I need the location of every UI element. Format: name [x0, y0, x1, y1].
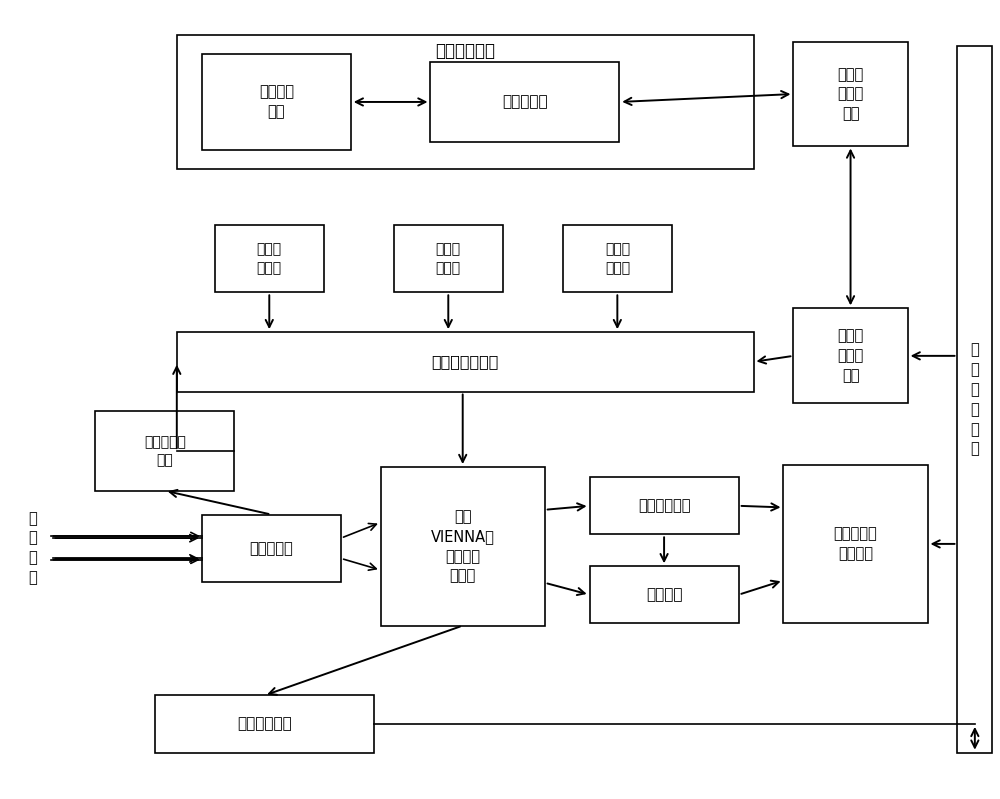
FancyBboxPatch shape — [381, 467, 545, 626]
FancyBboxPatch shape — [215, 225, 324, 292]
FancyBboxPatch shape — [590, 566, 739, 623]
FancyBboxPatch shape — [793, 42, 908, 145]
Text: 故障检测模块: 故障检测模块 — [237, 717, 292, 732]
FancyBboxPatch shape — [783, 464, 928, 623]
FancyBboxPatch shape — [793, 308, 908, 403]
Text: 外部监控模块: 外部监控模块 — [435, 42, 495, 61]
FancyBboxPatch shape — [155, 695, 374, 753]
Text: 第一无
线收发
装置: 第一无 线收发 装置 — [837, 328, 864, 384]
FancyBboxPatch shape — [590, 477, 739, 535]
Text: 第二无
线收发
装置: 第二无 线收发 装置 — [837, 67, 864, 121]
FancyBboxPatch shape — [957, 46, 992, 753]
Text: 旋转整流控制器: 旋转整流控制器 — [432, 354, 499, 369]
FancyBboxPatch shape — [202, 54, 351, 149]
Text: 同步电动机
励磁绕组: 同步电动机 励磁绕组 — [834, 527, 877, 562]
FancyBboxPatch shape — [430, 62, 619, 141]
Text: 远程控
制信号: 远程控 制信号 — [257, 242, 282, 275]
Text: 遥控操
作信号: 遥控操 作信号 — [605, 242, 630, 275]
FancyBboxPatch shape — [177, 34, 754, 169]
Text: 启动功率模块: 启动功率模块 — [638, 499, 690, 513]
Text: 人机交互
界面: 人机交互 界面 — [259, 85, 294, 119]
FancyBboxPatch shape — [177, 332, 754, 392]
Text: 启动电阻: 启动电阻 — [646, 587, 682, 602]
Text: 三倍压整流
电路: 三倍压整流 电路 — [144, 435, 186, 467]
Text: 基于
VIENNA的
旋转整流
器模块: 基于 VIENNA的 旋转整流 器模块 — [431, 509, 495, 583]
Text: 交流励磁机: 交流励磁机 — [249, 541, 293, 556]
Text: 励
磁
电
流: 励 磁 电 流 — [28, 511, 37, 585]
FancyBboxPatch shape — [95, 411, 234, 491]
FancyBboxPatch shape — [394, 225, 503, 292]
Text: 核心控制器: 核心控制器 — [502, 94, 548, 109]
FancyBboxPatch shape — [202, 515, 341, 582]
Text: 无线通
讯信号: 无线通 讯信号 — [436, 242, 461, 275]
FancyBboxPatch shape — [563, 225, 672, 292]
Text: 无
线
通
讯
装
置: 无 线 通 讯 装 置 — [970, 343, 979, 456]
